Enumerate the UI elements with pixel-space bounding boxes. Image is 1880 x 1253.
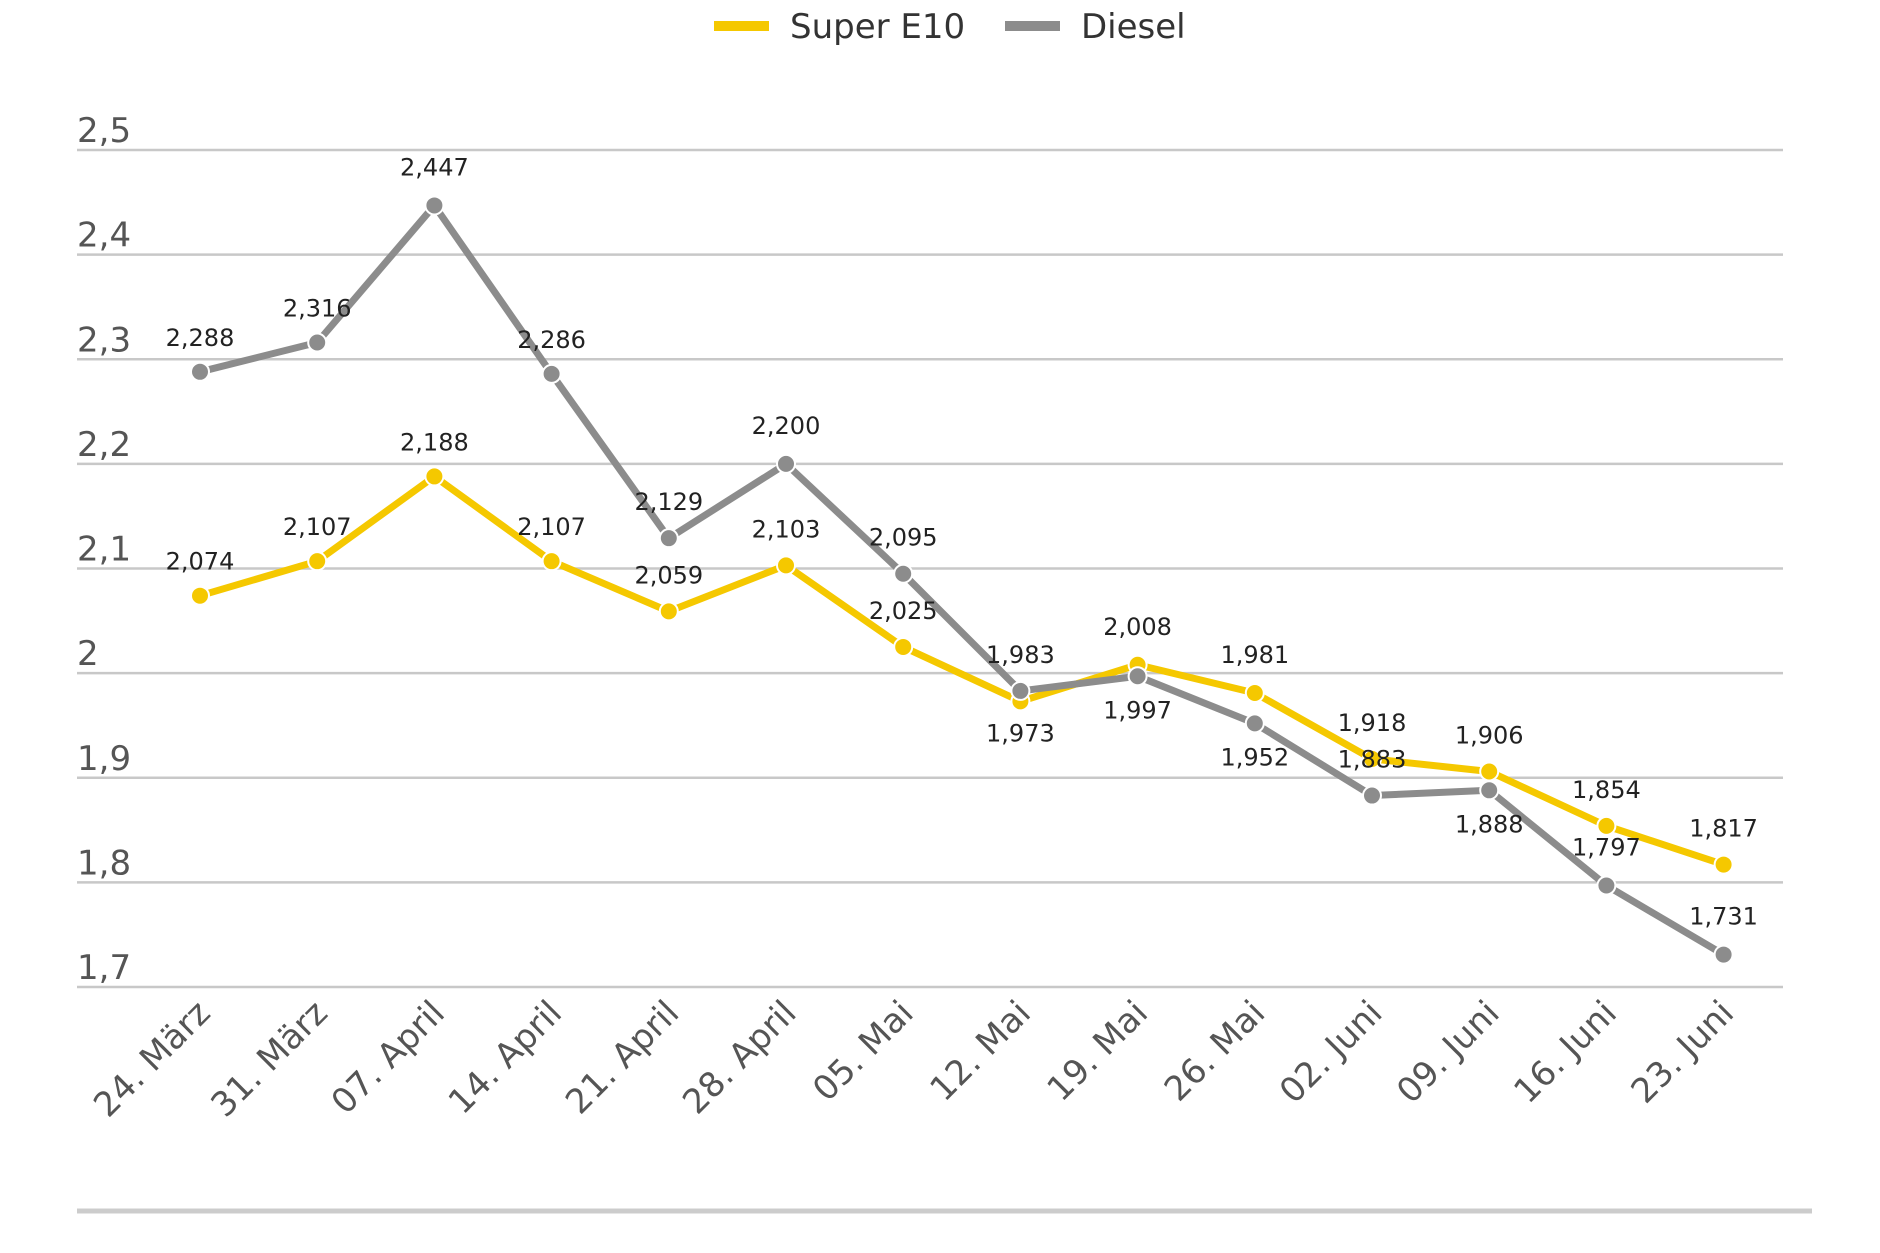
- data-point: [776, 453, 796, 474]
- data-label: 2,188: [400, 428, 469, 456]
- data-point: [541, 363, 562, 384]
- data-label: 1,973: [986, 719, 1055, 747]
- data-point: [1244, 713, 1265, 734]
- data-point: [541, 551, 562, 572]
- series-lines: [190, 195, 1734, 965]
- data-point: [424, 466, 445, 487]
- y-tick-label: 2,2: [77, 425, 131, 465]
- data-point: [893, 636, 914, 657]
- data-label: 1,854: [1572, 776, 1641, 804]
- data-label: 1,883: [1338, 746, 1407, 774]
- data-point: [658, 528, 679, 549]
- x-tick-label: 31. März: [203, 993, 335, 1125]
- data-label: 1,997: [1103, 696, 1172, 724]
- x-tick-label: 28. April: [675, 993, 804, 1122]
- x-tick-label: 02. Juni: [1272, 993, 1390, 1111]
- data-label: 1,906: [1455, 721, 1524, 749]
- x-tick-label: 21. April: [558, 993, 687, 1122]
- data-point: [424, 195, 445, 216]
- data-label: 1,888: [1455, 810, 1524, 838]
- data-point: [1596, 875, 1617, 896]
- gridlines: [77, 148, 1783, 989]
- data-labels: 2,074 2,107 2,188 2,107 2,059 2,103 2,025 1,973…: [166, 153, 1758, 930]
- legend-label: Super E10: [790, 7, 965, 47]
- data-point: [893, 563, 914, 584]
- data-label: 2,129: [634, 488, 703, 516]
- data-label: 2,316: [283, 295, 352, 323]
- data-label: 1,983: [986, 641, 1055, 669]
- data-label: 2,025: [869, 597, 938, 625]
- y-tick-label: 2: [77, 634, 99, 674]
- data-label: 1,797: [1572, 834, 1641, 862]
- data-point: [1244, 683, 1265, 704]
- data-label: 2,059: [634, 561, 703, 589]
- series-line-0: [196, 472, 1728, 869]
- data-point: [776, 555, 796, 576]
- x-tick-label: 23. Juni: [1624, 993, 1742, 1111]
- x-tick-label: 16. Juni: [1506, 993, 1624, 1111]
- y-tick-label: 2,5: [77, 111, 131, 151]
- data-point: [1127, 666, 1148, 687]
- data-label: 2,107: [517, 513, 586, 541]
- y-tick-label: 2,3: [77, 320, 131, 360]
- data-label: 1,731: [1689, 903, 1758, 931]
- y-tick-label: 1,7: [77, 948, 131, 988]
- data-label: 2,447: [400, 153, 469, 181]
- data-point: [1713, 944, 1734, 965]
- y-tick-label: 1,9: [77, 739, 131, 779]
- x-tick-label: 24. März: [86, 993, 218, 1125]
- data-point: [1596, 815, 1617, 836]
- data-label: 2,008: [1103, 613, 1172, 641]
- y-tick-label: 2,1: [77, 530, 131, 570]
- y-tick-label: 1,8: [77, 843, 131, 883]
- data-point: [1479, 780, 1500, 801]
- data-label: 2,107: [283, 513, 352, 541]
- x-tick-label: 14. April: [441, 993, 570, 1122]
- data-point: [190, 585, 210, 606]
- data-label: 2,095: [869, 524, 938, 552]
- data-point: [190, 361, 210, 382]
- data-point: [1362, 785, 1382, 806]
- data-label: 2,288: [166, 324, 235, 352]
- data-point: [1362, 748, 1382, 769]
- data-label: 2,286: [517, 326, 586, 354]
- data-label: 1,981: [1220, 641, 1289, 669]
- data-point: [1010, 680, 1031, 701]
- data-label: 1,952: [1220, 743, 1289, 771]
- data-point: [307, 551, 328, 572]
- data-label: 2,074: [166, 548, 235, 576]
- x-tick-label: 07. April: [324, 993, 453, 1122]
- data-label: 2,200: [752, 412, 821, 440]
- data-point: [658, 601, 679, 622]
- x-tick-label: 09. Juni: [1389, 993, 1507, 1111]
- x-tick-label: 26. Mai: [1157, 993, 1273, 1109]
- y-tick-label: 2,4: [77, 216, 131, 256]
- data-label: 2,103: [752, 515, 821, 543]
- x-tick-label: 12. Mai: [922, 993, 1038, 1109]
- y-axis-ticks: 1,7 1,8 1,9 2 2,1 2,2 2,3 2,4 2,5: [77, 111, 131, 988]
- data-point: [1479, 761, 1500, 782]
- legend-label: Diesel: [1081, 7, 1186, 47]
- data-label: 1,918: [1338, 709, 1407, 737]
- legend: Super E10 Diesel: [714, 7, 1186, 47]
- series-line-1: [196, 201, 1728, 959]
- x-tick-label: 19. Mai: [1040, 993, 1156, 1109]
- data-point: [307, 332, 328, 353]
- x-tick-label: 05. Mai: [805, 993, 921, 1109]
- data-point: [1713, 854, 1734, 875]
- data-label: 1,817: [1689, 815, 1758, 843]
